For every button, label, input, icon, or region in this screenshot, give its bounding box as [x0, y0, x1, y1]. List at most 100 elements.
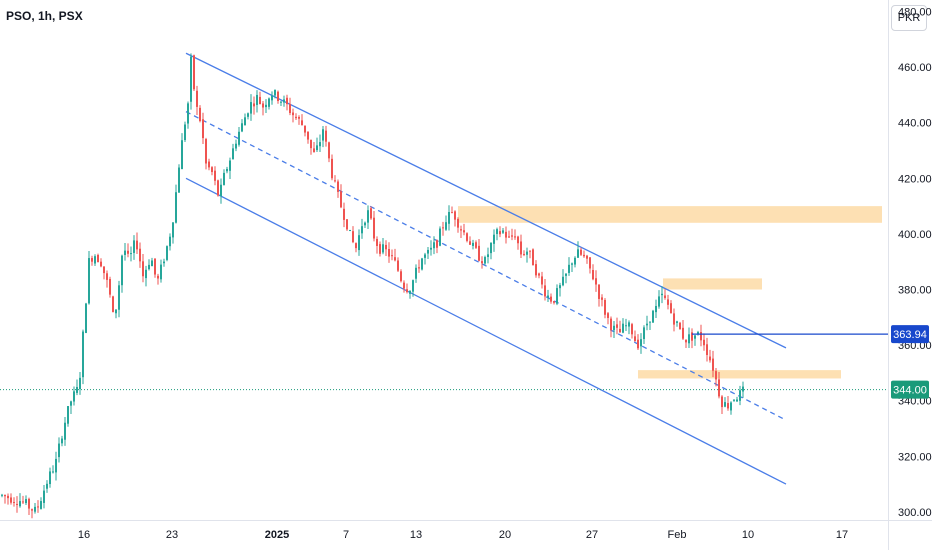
candle	[520, 234, 522, 258]
candle	[247, 112, 249, 120]
supply-demand-zone[interactable]	[458, 206, 882, 223]
candle	[607, 312, 609, 325]
candle	[622, 318, 624, 334]
candle	[685, 339, 687, 349]
candle	[481, 256, 483, 269]
candle	[400, 269, 402, 283]
candle	[13, 497, 15, 507]
candle	[169, 233, 171, 251]
candle	[373, 211, 375, 242]
candle	[19, 493, 21, 508]
candle	[190, 53, 192, 110]
candle	[430, 240, 432, 256]
candle	[391, 249, 393, 261]
level-price-tag: 363.94	[891, 325, 929, 344]
currency-button[interactable]: PKR	[891, 5, 927, 31]
candle	[553, 300, 555, 305]
candle	[619, 320, 621, 333]
candle	[103, 266, 105, 280]
y-tick-label: 320.00	[898, 451, 932, 463]
candle	[136, 232, 138, 254]
channel-lower-line[interactable]	[185, 177, 787, 485]
candle	[178, 164, 180, 193]
candle	[124, 243, 126, 261]
x-tick-label: 16	[78, 529, 90, 541]
candle	[52, 465, 54, 474]
candle	[289, 97, 291, 116]
candle	[628, 320, 630, 335]
candle	[550, 293, 552, 304]
x-tick-label: Feb	[668, 529, 687, 541]
candle	[217, 179, 219, 197]
candle	[232, 143, 234, 160]
candle	[721, 395, 723, 414]
candle	[295, 113, 297, 121]
candle	[322, 126, 324, 148]
candle	[670, 300, 672, 314]
candle	[115, 309, 117, 319]
candle	[325, 125, 327, 147]
candle	[130, 246, 132, 262]
candle	[28, 497, 30, 516]
candle	[145, 265, 147, 287]
candle	[499, 226, 501, 238]
candle	[73, 386, 75, 406]
candle	[274, 89, 276, 99]
candle	[667, 294, 669, 310]
candle	[448, 205, 450, 231]
candle	[382, 237, 384, 255]
candle	[610, 316, 612, 338]
candle	[649, 321, 651, 331]
candle	[532, 248, 534, 266]
y-tick-label: 340.00	[898, 396, 932, 408]
candle	[109, 276, 111, 298]
supply-demand-zone[interactable]	[638, 370, 841, 379]
candle	[523, 250, 525, 257]
candle	[280, 100, 282, 107]
x-tick-label: 27	[586, 529, 598, 541]
candle	[406, 283, 408, 294]
candle	[244, 113, 246, 126]
candle	[328, 141, 330, 163]
candle	[505, 226, 507, 244]
channel-upper-line[interactable]	[185, 52, 787, 349]
candle	[313, 142, 315, 153]
candle	[304, 125, 306, 137]
candle	[187, 101, 189, 129]
candle	[34, 502, 36, 514]
candle	[205, 137, 207, 170]
candle	[334, 175, 336, 183]
candle	[340, 184, 342, 209]
candle	[286, 94, 288, 111]
candle	[613, 321, 615, 338]
candle	[172, 221, 174, 244]
candle	[526, 247, 528, 263]
y-tick-label: 420.00	[898, 173, 932, 185]
supply-demand-zone[interactable]	[663, 278, 762, 290]
channel-mid-line[interactable]	[185, 111, 787, 421]
candle	[100, 258, 102, 268]
candle	[199, 105, 201, 123]
candle	[253, 96, 255, 115]
candle	[493, 229, 495, 252]
candle	[358, 229, 360, 256]
candle	[250, 94, 252, 121]
candle	[1, 493, 3, 498]
candle	[214, 166, 216, 186]
candle	[301, 114, 303, 126]
candle	[439, 226, 441, 247]
candle	[703, 333, 705, 351]
candle	[355, 242, 357, 253]
candle	[529, 250, 531, 259]
candle	[85, 302, 87, 334]
candle	[709, 349, 711, 363]
candle	[574, 256, 576, 268]
candle	[715, 368, 717, 387]
candle	[643, 325, 645, 344]
candle	[517, 235, 519, 250]
candle	[454, 210, 456, 227]
candle	[166, 245, 168, 262]
candle	[268, 97, 270, 110]
candle	[229, 157, 231, 179]
